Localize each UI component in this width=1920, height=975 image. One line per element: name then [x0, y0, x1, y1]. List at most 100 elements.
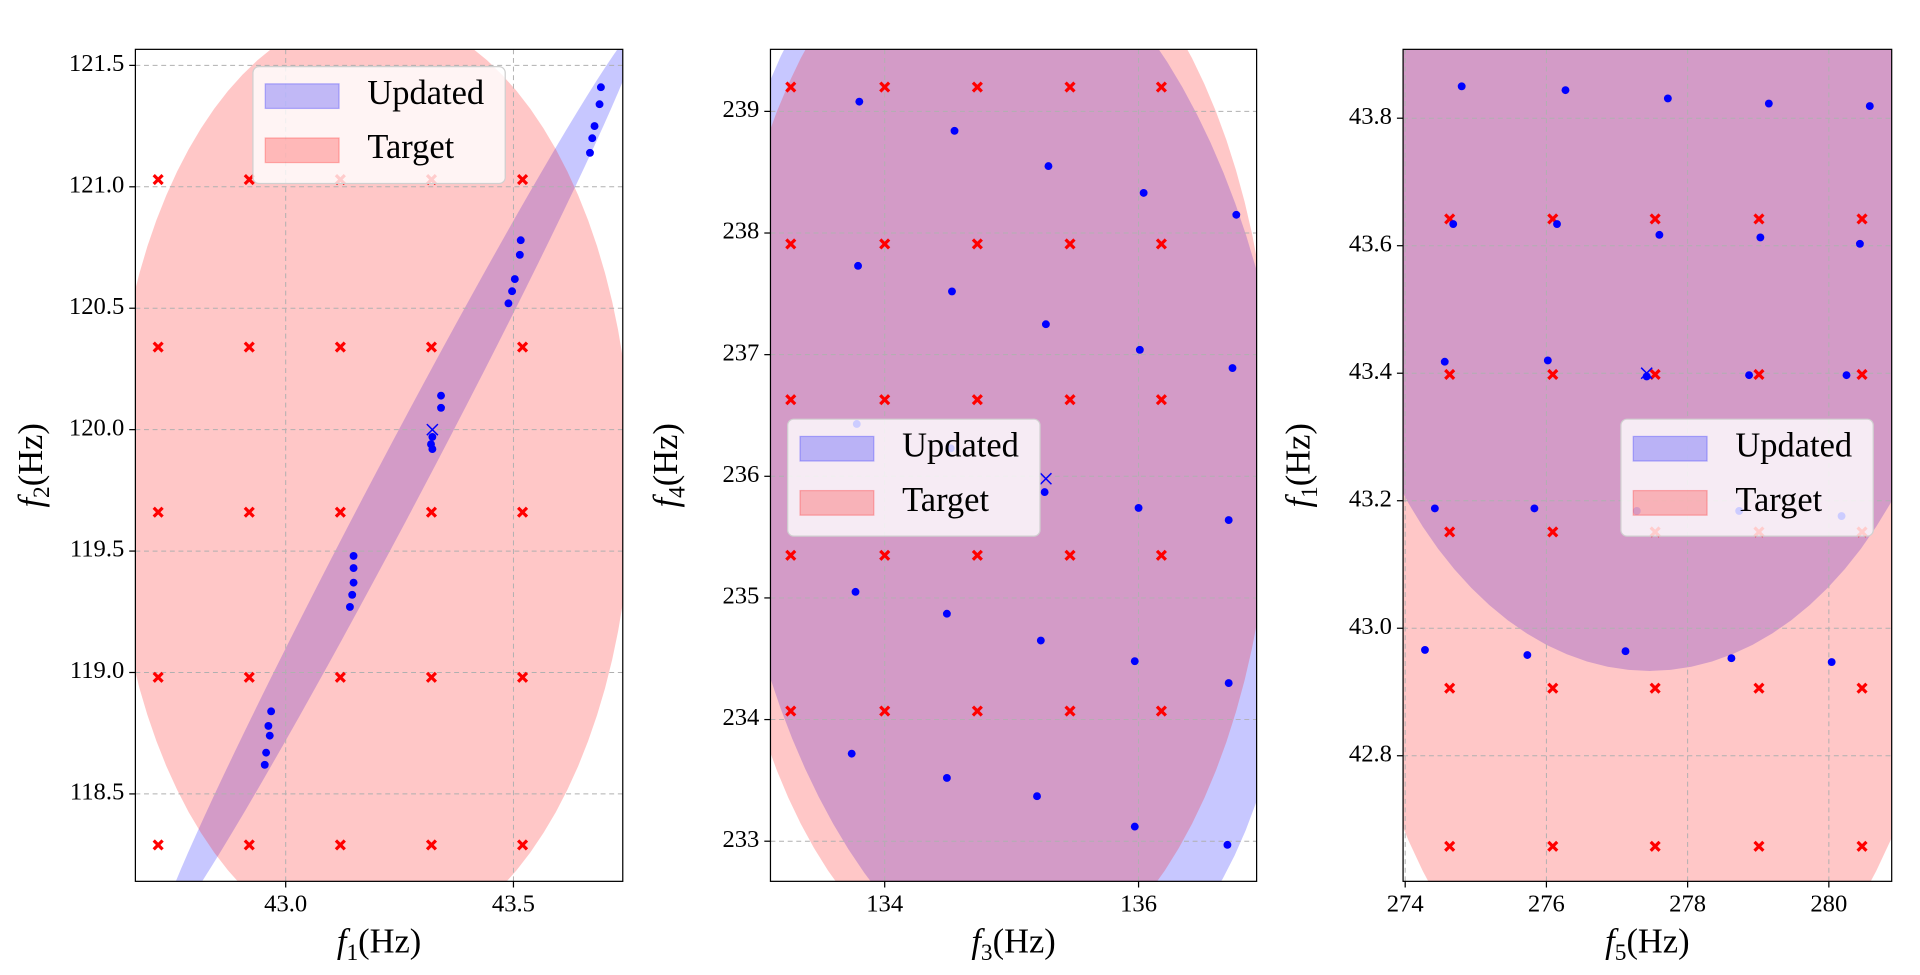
x-tick-label: 280: [1810, 891, 1847, 918]
data-point: [152, 839, 164, 851]
x-tick-label: 278: [1669, 891, 1706, 918]
confidence-region: [135, 49, 623, 882]
x-tick-label: 136: [1120, 891, 1157, 918]
data-point: [879, 705, 891, 717]
data-point: [1064, 81, 1076, 93]
data-point: [1547, 840, 1559, 852]
data-point: [510, 275, 519, 284]
data-point: [1064, 394, 1076, 406]
data-point: [1621, 647, 1630, 656]
legend-box: [252, 65, 506, 185]
y-tick-label: 43.8: [1349, 103, 1392, 130]
data-point: [950, 126, 959, 135]
data-point: [1041, 320, 1050, 329]
axes-frame: [769, 48, 1258, 882]
data-point: [349, 551, 358, 560]
data-point: [1224, 679, 1233, 688]
data-point: [1044, 162, 1053, 171]
data-point: [1543, 356, 1552, 365]
data-point: [1663, 94, 1672, 103]
data-point: [1155, 238, 1167, 250]
data-point: [428, 432, 437, 441]
data-point: [1064, 705, 1076, 717]
legend: Updated Target: [787, 418, 1041, 537]
data-point: [1547, 526, 1559, 538]
data-point: [1856, 368, 1868, 381]
y-tick-label: 121.5: [69, 50, 124, 77]
y-tick-label: 121.0: [69, 171, 124, 198]
legend-swatch: [799, 489, 875, 516]
data-point: [1649, 840, 1661, 852]
data-point: [516, 236, 525, 245]
data-point: [348, 590, 357, 599]
data-point: [879, 549, 891, 561]
data-point: [516, 839, 529, 851]
data-point: [1865, 102, 1874, 111]
data-point: [588, 134, 597, 143]
axes-frame: [134, 48, 624, 882]
legend-swatch: [264, 137, 340, 164]
legend: Updated Target: [1620, 418, 1874, 537]
data-point: [1856, 213, 1868, 225]
x-axis-label: f1(Hz): [337, 923, 421, 966]
data-point: [425, 506, 438, 518]
data-point: [1753, 213, 1765, 225]
data-point: [152, 173, 164, 186]
data-point: [267, 707, 276, 716]
data-point: [1155, 394, 1167, 406]
data-point: [1228, 364, 1237, 372]
data-point: [785, 238, 797, 250]
legend: Updated Target: [252, 65, 506, 185]
data-point: [1842, 371, 1851, 380]
y-axis-label: f4(Hz): [647, 423, 690, 507]
plot-area: [135, 49, 623, 882]
y-tick-label: 119.5: [70, 536, 124, 563]
data-point: [1444, 682, 1456, 694]
y-tick-label: 43.0: [1349, 613, 1392, 640]
data-point: [437, 403, 445, 412]
data-point: [1727, 654, 1736, 663]
data-point: [262, 748, 271, 757]
data-point: [243, 506, 255, 518]
data-point: [345, 602, 354, 611]
data-point: [1444, 368, 1456, 381]
y-tick-label: 120.0: [69, 414, 124, 441]
data-point: [1753, 682, 1765, 694]
axes-frame: [1402, 48, 1893, 882]
data-point: [1155, 705, 1167, 717]
legend-label: Target: [1735, 481, 1822, 519]
data-point: [516, 173, 529, 186]
data-point: [428, 445, 437, 454]
data-point: [437, 391, 445, 400]
data-point: [1064, 238, 1076, 250]
data-point: [1155, 549, 1167, 561]
legend-label: Updated: [1735, 427, 1852, 465]
legend-box: [787, 418, 1041, 537]
y-tick-label: 43.2: [1349, 485, 1392, 512]
legend-swatch: [799, 435, 875, 462]
data-point: [1139, 188, 1148, 197]
y-tick-label: 42.8: [1349, 740, 1392, 767]
data-point: [1444, 526, 1456, 538]
data-point: [152, 671, 164, 683]
data-point: [425, 341, 438, 353]
subplot: 274 276 278 28042.843.043.243.443.643.8f5(H…: [1280, 48, 1893, 966]
y-tick-label: 236: [722, 461, 759, 488]
data-point: [1033, 792, 1041, 801]
data-point: [1457, 82, 1466, 91]
data-point: [1440, 357, 1449, 366]
data-point: [1655, 230, 1664, 239]
data-point: [1649, 682, 1661, 694]
y-tick-label: 119.0: [70, 657, 124, 684]
x-axis-label: f3(Hz): [971, 923, 1055, 966]
confidence-region: [175, 49, 623, 882]
data-point: [243, 671, 255, 683]
data-point: [334, 839, 346, 851]
data-point: [1530, 504, 1539, 513]
data-point: [1753, 840, 1765, 852]
data-point: [1134, 503, 1143, 512]
legend-swatch: [1632, 435, 1708, 462]
data-point: [1449, 220, 1458, 228]
x-tick-label: 134: [866, 891, 903, 918]
data-point: [334, 341, 346, 353]
